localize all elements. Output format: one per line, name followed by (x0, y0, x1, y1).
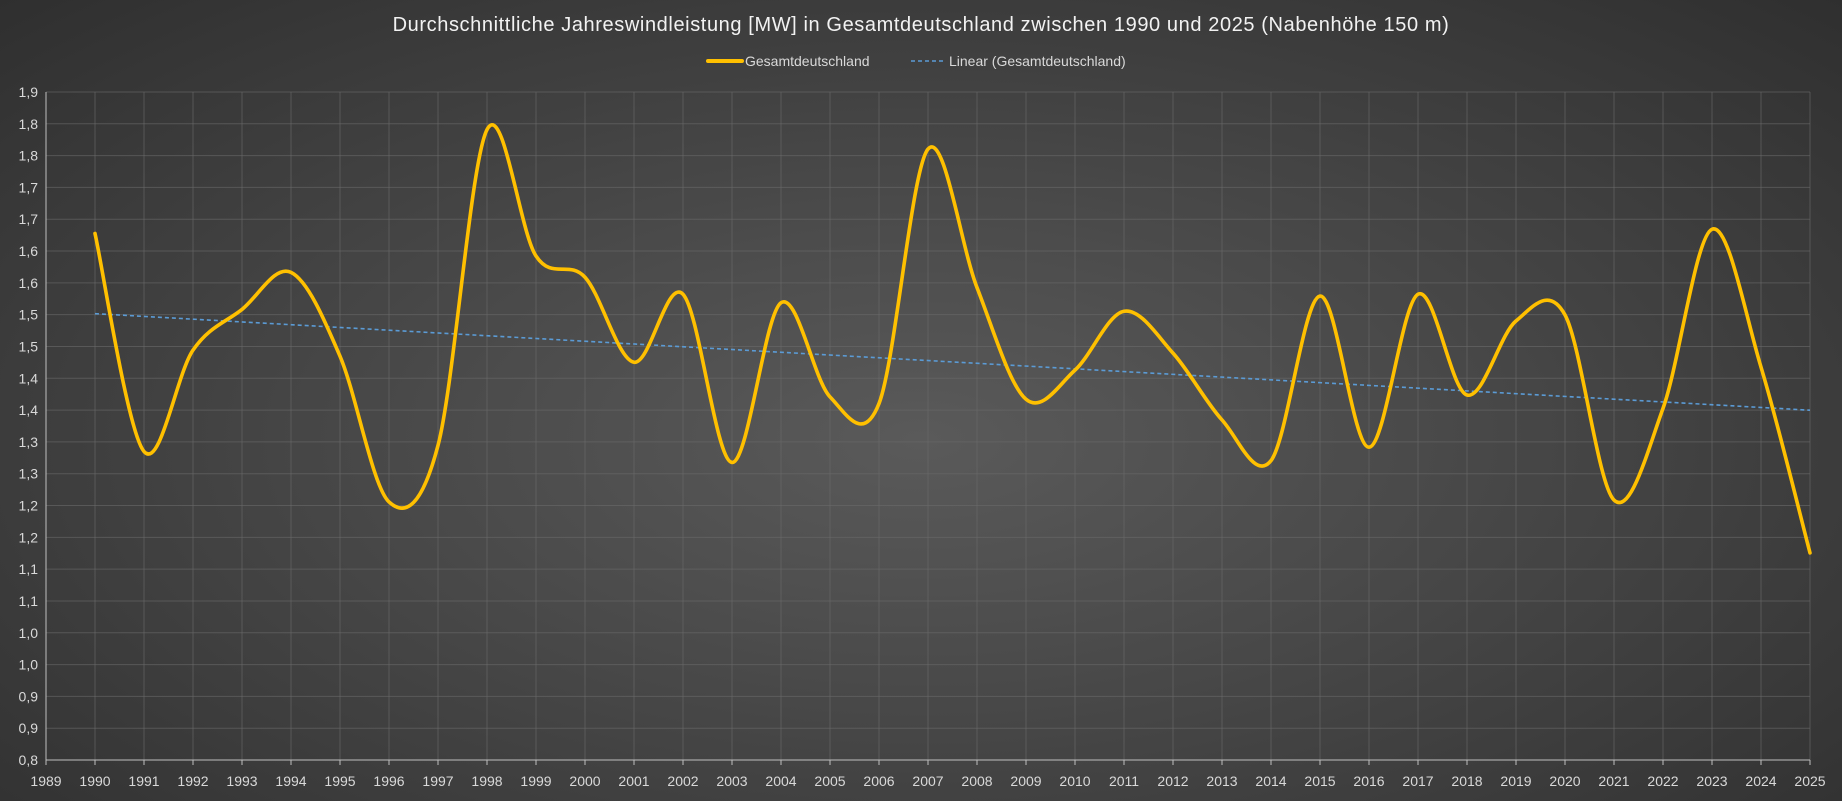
x-tick-label: 2025 (1794, 773, 1825, 789)
y-tick-label: 1,3 (19, 466, 39, 482)
x-tick-label: 2005 (814, 773, 845, 789)
x-tick-label: 2013 (1206, 773, 1237, 789)
x-tick-label: 2022 (1647, 773, 1678, 789)
x-tick-label: 2000 (569, 773, 600, 789)
x-tick-label: 2023 (1696, 773, 1727, 789)
y-tick-label: 1,4 (19, 370, 39, 386)
y-tick-label: 1,8 (19, 116, 39, 132)
series-line-gesamtdeutschland (93, 123, 1812, 555)
x-tick-label: 2015 (1304, 773, 1335, 789)
x-tick-label: 2001 (618, 773, 649, 789)
x-tick-label: 1997 (422, 773, 453, 789)
y-tick-label: 1,6 (19, 275, 39, 291)
y-tick-label: 1,7 (19, 211, 39, 227)
x-tick-label: 2024 (1745, 773, 1776, 789)
y-tick-label: 1,7 (19, 179, 39, 195)
y-tick-label: 0,9 (19, 720, 39, 736)
x-tick-label: 2009 (1010, 773, 1041, 789)
x-tick-label: 2016 (1353, 773, 1384, 789)
y-tick-label: 1,1 (19, 593, 39, 609)
x-tick-label: 2014 (1255, 773, 1286, 789)
x-tick-label: 1998 (471, 773, 502, 789)
y-tick-label: 1,4 (19, 402, 39, 418)
x-tick-label: 1991 (128, 773, 159, 789)
chart-title: Durchschnittliche Jahreswindleistung [MW… (393, 14, 1450, 36)
y-tick-label: 1,5 (19, 338, 39, 354)
y-tick-label: 1,8 (19, 148, 39, 164)
x-tick-label: 1990 (79, 773, 110, 789)
x-tick-label: 2004 (765, 773, 796, 789)
y-tick-label: 1,6 (19, 243, 39, 259)
x-tick-label: 1989 (30, 773, 61, 789)
x-tick-label: 2012 (1157, 773, 1188, 789)
x-tick-label: 2007 (912, 773, 943, 789)
y-tick-label: 1,2 (19, 529, 39, 545)
y-tick-label: 1,2 (19, 498, 39, 514)
y-tick-label: 0,8 (19, 752, 39, 768)
axes (45, 92, 1811, 765)
x-tick-label: 1993 (226, 773, 257, 789)
x-tick-label: 1999 (520, 773, 551, 789)
x-tick-label: 2003 (716, 773, 747, 789)
y-tick-label: 1,9 (19, 84, 39, 100)
gridlines (46, 91, 1811, 760)
y-tick-label: 1,0 (19, 625, 39, 641)
x-tick-label: 2021 (1598, 773, 1629, 789)
x-tick-label: 1994 (275, 773, 306, 789)
y-tick-label: 1,1 (19, 561, 39, 577)
series-linear-trendline (94, 312, 1811, 412)
x-tick-label: 2011 (1109, 773, 1139, 789)
y-tick-label: 1,3 (19, 434, 39, 450)
x-tick-label: 2002 (667, 773, 698, 789)
series-layer (93, 123, 1812, 555)
x-tick-label: 2019 (1500, 773, 1531, 789)
x-axis-ticks: 1989 1990 1991 1992 1993 1994 1995 1996 1997 1998… (30, 773, 1825, 789)
x-tick-label: 2020 (1549, 773, 1580, 789)
x-tick-label: 2017 (1402, 773, 1433, 789)
legend: Gesamtdeutschland Linear (Gesamtdeutschl… (706, 53, 1126, 69)
legend-label-linear: Linear (Gesamtdeutschland) (949, 53, 1126, 69)
y-tick-label: 1,0 (19, 657, 39, 673)
y-axis-ticks: 0,8 0,9 0,9 1,0 1,0 1,1 1,1 1,2 1,2 1,3 1,3 1,4 1,4 1… (19, 84, 39, 768)
y-tick-label: 0,9 (19, 688, 39, 704)
x-tick-label: 2018 (1451, 773, 1482, 789)
x-tick-label: 2010 (1059, 773, 1090, 789)
x-tick-label: 2008 (961, 773, 992, 789)
x-tick-label: 2006 (863, 773, 894, 789)
x-tick-label: 1992 (177, 773, 208, 789)
x-tick-label: 1995 (324, 773, 355, 789)
x-tick-label: 1996 (373, 773, 404, 789)
legend-label-gesamtdeutschland: Gesamtdeutschland (745, 53, 870, 69)
y-tick-label: 1,5 (19, 307, 39, 323)
